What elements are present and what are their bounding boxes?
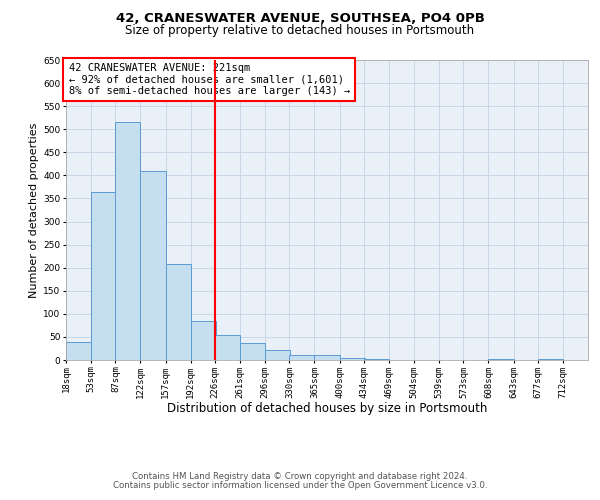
X-axis label: Distribution of detached houses by size in Portsmouth: Distribution of detached houses by size … <box>167 402 487 415</box>
Bar <box>364 358 389 360</box>
Y-axis label: Number of detached properties: Number of detached properties <box>29 122 39 298</box>
Text: Contains HM Land Registry data © Crown copyright and database right 2024.: Contains HM Land Registry data © Crown c… <box>132 472 468 481</box>
Bar <box>115 122 140 360</box>
Text: 42 CRANESWATER AVENUE: 221sqm
← 92% of detached houses are smaller (1,601)
8% of: 42 CRANESWATER AVENUE: 221sqm ← 92% of d… <box>68 63 350 96</box>
Bar <box>240 343 265 360</box>
Bar <box>91 192 116 360</box>
Bar <box>289 356 314 360</box>
Bar <box>265 350 290 360</box>
Text: Contains public sector information licensed under the Open Government Licence v3: Contains public sector information licen… <box>113 481 487 490</box>
Bar <box>488 358 514 360</box>
Bar <box>314 356 340 360</box>
Bar <box>191 321 215 360</box>
Text: Size of property relative to detached houses in Portsmouth: Size of property relative to detached ho… <box>125 24 475 37</box>
Bar <box>140 171 166 360</box>
Bar <box>538 358 563 360</box>
Bar <box>340 358 365 360</box>
Bar <box>166 264 191 360</box>
Bar <box>215 334 240 360</box>
Bar <box>66 342 91 360</box>
Text: 42, CRANESWATER AVENUE, SOUTHSEA, PO4 0PB: 42, CRANESWATER AVENUE, SOUTHSEA, PO4 0P… <box>116 12 484 26</box>
